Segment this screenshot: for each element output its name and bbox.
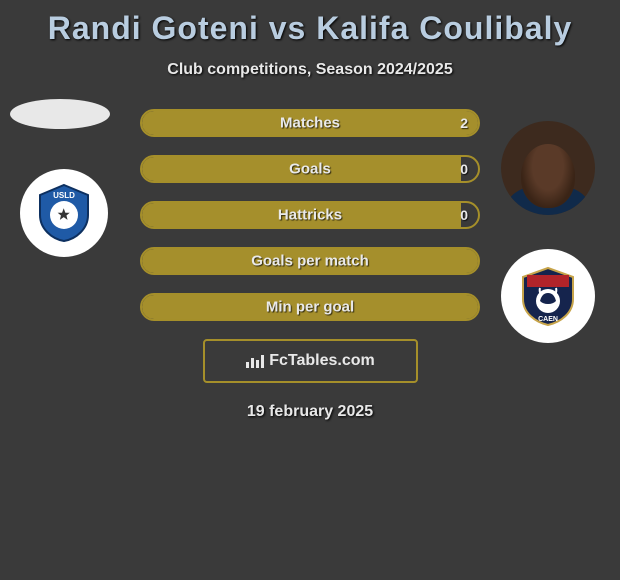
player-right-avatar [501,121,595,215]
stat-row-goals: Goals 0 [140,155,480,183]
brand-text: FcTables.com [269,352,375,370]
player-left-avatar [10,99,110,129]
stat-value: 2 [460,115,468,131]
stat-label: Min per goal [266,299,354,316]
stat-value: 0 [460,161,468,177]
stat-row-hattricks: Hattricks 0 [140,201,480,229]
face-silhouette [521,144,575,208]
stat-row-matches: Matches 2 [140,109,480,137]
shield-icon: USLD [34,183,94,243]
stat-label: Goals per match [251,253,369,270]
stat-label: Matches [280,115,340,132]
stat-value: 0 [460,207,468,223]
stat-label: Hattricks [278,207,342,224]
club-right-logo: CAEN [501,249,595,343]
comparison-panel: USLD CAEN Matches 2 Goals 0 Hattricks [0,109,620,421]
bar-chart-icon [245,353,265,369]
svg-text:USLD: USLD [53,191,75,200]
stat-label: Goals [289,161,331,178]
stat-row-min-per-goal: Min per goal [140,293,480,321]
date-text: 19 february 2025 [0,403,620,421]
crest-icon: CAEN [517,265,579,327]
svg-text:CAEN: CAEN [538,316,558,323]
stat-bars: Matches 2 Goals 0 Hattricks 0 Goals per … [140,109,480,321]
subtitle: Club competitions, Season 2024/2025 [0,61,620,79]
club-left-logo: USLD [20,169,108,257]
page-title: Randi Goteni vs Kalifa Coulibaly [0,0,620,47]
stat-row-goals-per-match: Goals per match [140,247,480,275]
brand-box: FcTables.com [203,339,418,383]
